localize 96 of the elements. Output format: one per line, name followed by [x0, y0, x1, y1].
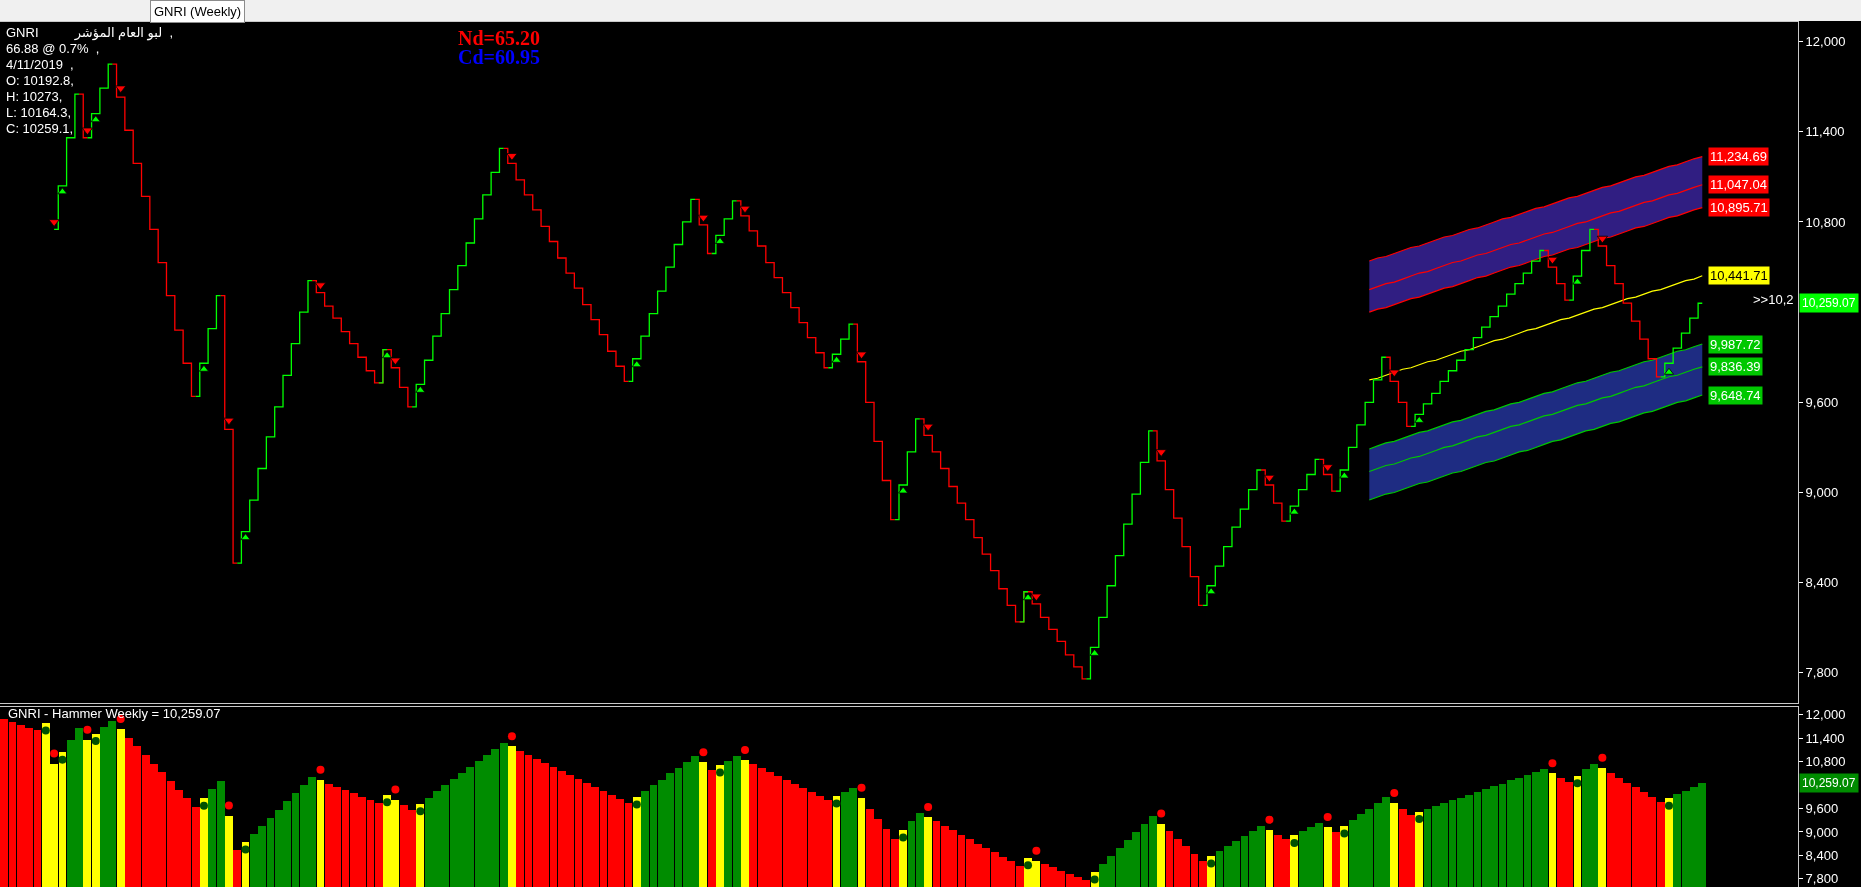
point — [632, 800, 641, 809]
point — [1548, 759, 1557, 768]
data-label: 11,234.69 — [1710, 149, 1767, 164]
point — [83, 725, 92, 734]
point — [1663, 367, 1674, 375]
point — [739, 205, 751, 214]
y-tick-label: 9,600 — [1805, 801, 1839, 817]
line-series — [1368, 394, 1703, 501]
point — [240, 533, 251, 541]
y-tick-label: 12,000 — [1805, 34, 1846, 50]
point — [91, 736, 100, 745]
point — [697, 214, 709, 223]
point — [1030, 593, 1042, 602]
data-label: 9,836.39 — [1710, 359, 1761, 374]
text: 10,259.07 — [1802, 296, 1856, 310]
point — [831, 355, 842, 363]
point — [832, 799, 841, 808]
y-tick-label: 10,800 — [1805, 214, 1846, 230]
point — [383, 798, 392, 807]
point — [224, 801, 233, 810]
data-label: 9,648.74 — [1710, 388, 1761, 403]
y-tick-label: 7,800 — [1805, 871, 1839, 887]
point — [1390, 788, 1399, 797]
point — [1323, 813, 1332, 822]
point — [1024, 861, 1033, 870]
y-tick-label: 8,400 — [1805, 575, 1839, 591]
point — [58, 755, 67, 764]
point — [1340, 829, 1349, 838]
point — [1207, 859, 1216, 868]
point — [389, 357, 401, 366]
point — [1596, 235, 1608, 244]
annotation: >>10,2 — [1753, 292, 1794, 307]
point — [241, 845, 250, 854]
line-series — [1368, 184, 1703, 291]
point — [1289, 507, 1300, 515]
data-label: 10,441.71 — [1710, 268, 1768, 283]
point — [50, 749, 59, 758]
point — [391, 785, 400, 794]
point — [57, 187, 68, 195]
data-label: 11,047.04 — [1710, 177, 1767, 192]
point — [1664, 801, 1673, 810]
line-series — [1368, 343, 1703, 450]
point — [1339, 471, 1350, 479]
y-tick-label: 7,800 — [1805, 665, 1839, 681]
point — [115, 85, 127, 94]
annotation: Nd=65.20 — [458, 27, 540, 49]
y-tick-label: 8,400 — [1805, 847, 1839, 863]
y-tick-label: 9,000 — [1805, 824, 1839, 840]
y-tick-label: 9,600 — [1805, 394, 1839, 410]
point — [716, 768, 725, 777]
point — [1089, 648, 1100, 656]
point — [1598, 753, 1607, 762]
point — [924, 802, 933, 811]
point — [1415, 815, 1424, 824]
point — [223, 417, 235, 426]
point — [922, 423, 934, 432]
point — [1414, 415, 1425, 423]
point — [416, 807, 425, 816]
text: 10,259.07 — [1802, 776, 1856, 790]
y-tick-label: 11,400 — [1805, 730, 1845, 746]
point — [90, 115, 101, 123]
point — [699, 748, 708, 757]
point — [1572, 277, 1583, 285]
point — [898, 486, 909, 494]
point — [1265, 815, 1274, 824]
y-tick-label: 12,000 — [1805, 707, 1846, 723]
y-tick-label: 10,800 — [1805, 754, 1846, 770]
point — [1032, 846, 1041, 855]
line-series — [1368, 155, 1703, 262]
y-tick-label: 9,000 — [1805, 485, 1839, 501]
point — [1290, 838, 1299, 847]
point — [1206, 587, 1217, 595]
point — [415, 385, 426, 393]
point — [1573, 779, 1582, 788]
point — [631, 360, 642, 368]
point — [316, 765, 325, 774]
point — [741, 745, 749, 754]
point — [382, 351, 393, 359]
point — [81, 127, 93, 136]
point — [857, 783, 866, 792]
chart-title: GNRI (Weekly) — [154, 4, 242, 19]
line-series — [1368, 366, 1703, 473]
point — [1157, 809, 1166, 818]
chart-title: GNRI - Hammer Weekly = 10,259.07 — [8, 706, 221, 721]
annotation: Cd=60.95 — [458, 46, 540, 68]
y-tick-label: 11,400 — [1805, 124, 1845, 140]
point — [899, 833, 908, 842]
data-label: 10,895.71 — [1710, 200, 1768, 215]
data-label: 9,987.72 — [1710, 337, 1761, 352]
point — [199, 801, 208, 810]
point — [507, 732, 516, 741]
line-series — [1368, 275, 1703, 381]
point — [1388, 369, 1400, 378]
point — [198, 364, 209, 372]
point — [1023, 593, 1034, 601]
point — [41, 726, 50, 735]
